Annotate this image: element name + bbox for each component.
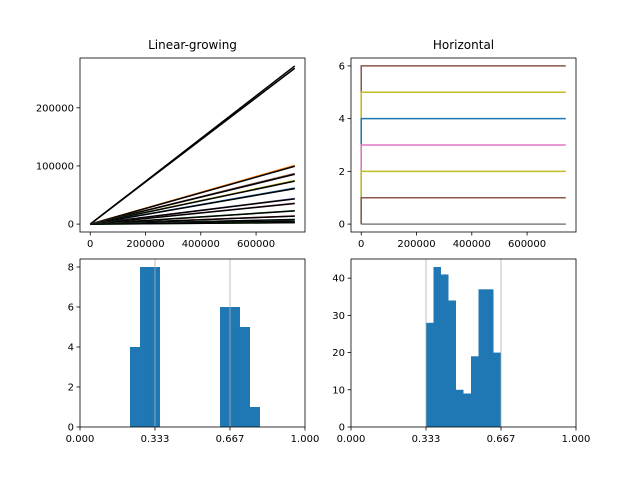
linear-growing-panel: 0 200000 400000 600000 0 100000 200000 Linear-g… [36, 38, 306, 250]
histogram-bar [425, 322, 434, 427]
axes-frame [350, 258, 577, 428]
x-tick-label: 600000 [237, 239, 275, 250]
y-tick-label: 0 [339, 423, 345, 434]
histogram-bar [433, 267, 441, 427]
histogram-bar [140, 267, 150, 427]
series-line [90, 180, 295, 225]
series-line [89, 67, 296, 225]
x-tick-label: 0.000 [66, 434, 95, 445]
histogram-bar [486, 289, 494, 427]
histogram-bar [250, 407, 260, 427]
series-line [90, 187, 295, 225]
x-tick-label: 0.333 [141, 434, 170, 445]
y-tick-label: 2 [68, 383, 74, 394]
histogram-bar [456, 389, 464, 427]
y-tick-label: 30 [332, 311, 345, 322]
y-tick-label: 10 [332, 385, 345, 396]
y-tick-label: 0 [68, 423, 74, 434]
y-tick-label: 20 [332, 348, 345, 359]
panel-title: Linear-growing [148, 38, 237, 52]
histogram-bar [441, 274, 449, 427]
x-tick-label: 0.000 [337, 434, 366, 445]
y-tick-label: 0 [339, 220, 345, 231]
series-line [90, 210, 295, 225]
histogram-left-panel: 0.000 0.333 0.667 1.000 0 2 4 6 8 [66, 258, 320, 445]
histogram-bar [239, 327, 251, 427]
series-line [90, 221, 295, 225]
x-tick-label: 1.000 [562, 434, 591, 445]
histogram-bar [129, 347, 141, 427]
x-tick-label: 1.000 [291, 434, 320, 445]
series-line [90, 165, 295, 225]
y-tick-label: 2 [339, 167, 345, 178]
histogram-bar [478, 289, 486, 427]
y-tick-label: 100000 [36, 161, 74, 172]
histogram-right-panel: 0.000 0.333 0.667 1.000 0 10 20 30 40 [332, 258, 591, 445]
y-tick-label: 40 [332, 274, 345, 285]
x-tick-label: 200000 [397, 239, 435, 250]
series-line [90, 202, 295, 225]
y-tick-label: 6 [339, 61, 345, 72]
x-tick-label: 400000 [182, 239, 220, 250]
panel-title: Horizontal [433, 38, 494, 52]
x-tick-label: 0 [87, 239, 93, 250]
y-tick-label: 4 [68, 343, 74, 354]
axes-frame [79, 57, 306, 233]
axes-frame [79, 258, 306, 428]
histogram-bar [470, 356, 479, 427]
histogram-bar [219, 307, 231, 427]
axes-frame [350, 57, 577, 233]
x-tick-label: 200000 [126, 239, 164, 250]
x-tick-label: 400000 [453, 239, 491, 250]
x-tick-label: 0 [358, 239, 364, 250]
series-line [360, 196, 566, 225]
x-tick-label: 600000 [508, 239, 546, 250]
histogram-bar [463, 393, 471, 427]
y-tick-label: 4 [339, 114, 345, 125]
histogram-bar [448, 300, 457, 427]
y-tick-label: 200000 [36, 103, 74, 114]
series-line [90, 173, 295, 225]
histogram-bar [230, 307, 240, 427]
y-tick-label: 6 [68, 303, 74, 314]
y-tick-label: 8 [68, 263, 74, 274]
horizontal-panel: 0 200000 400000 600000 0 2 4 6 Horizontal [339, 38, 577, 250]
y-tick-label: 0 [68, 220, 74, 231]
histogram-bar [493, 352, 502, 427]
x-tick-label: 0.667 [216, 434, 245, 445]
x-tick-label: 0.333 [412, 434, 441, 445]
x-tick-label: 0.667 [487, 434, 516, 445]
